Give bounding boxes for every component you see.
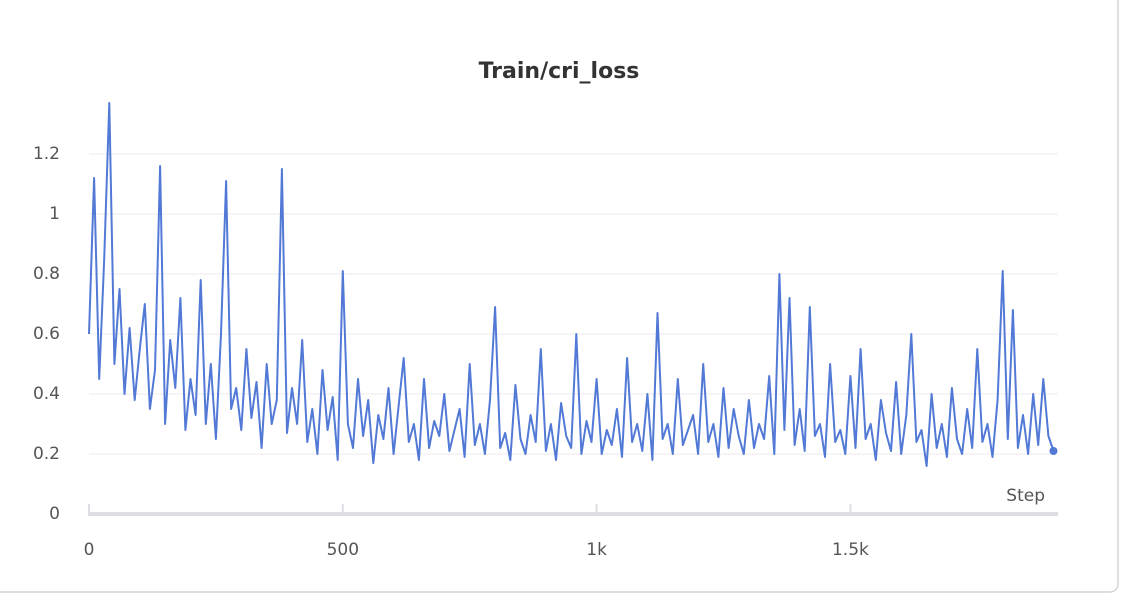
- y-tick-label: 0.8: [33, 264, 60, 284]
- end-point: [1049, 447, 1058, 455]
- x-tick-label: 0: [84, 540, 95, 560]
- line: [88, 102, 1055, 467]
- y-tick-label: 1: [49, 204, 60, 224]
- x-tick-label: 500: [327, 540, 359, 560]
- y-tick-label: 0.2: [33, 444, 60, 464]
- y-tick-label: 0.6: [33, 324, 60, 344]
- y-tick-label: 1.2: [33, 144, 60, 164]
- y-tick-label: 0: [49, 504, 60, 524]
- x-tick-label: 1.5k: [832, 540, 869, 560]
- x-tick-label: 1k: [586, 540, 607, 560]
- y-tick-label: 0.4: [33, 384, 60, 404]
- chart-title: Train/cri_loss: [479, 59, 640, 84]
- x-axis-label: Step: [1006, 486, 1045, 506]
